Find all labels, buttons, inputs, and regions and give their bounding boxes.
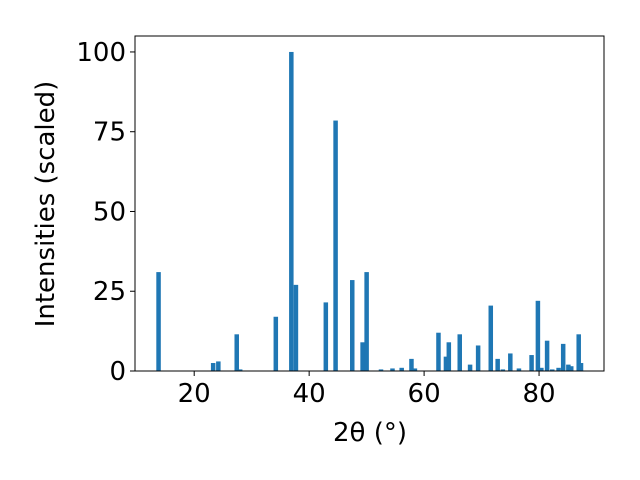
bar xyxy=(516,368,522,371)
bar xyxy=(500,369,506,371)
bar xyxy=(333,120,338,371)
bar xyxy=(535,300,541,371)
bar xyxy=(539,367,544,371)
bar xyxy=(273,316,279,371)
bar xyxy=(443,356,449,371)
bar xyxy=(409,358,414,371)
bar xyxy=(457,334,462,371)
bar xyxy=(529,355,534,371)
bars-group xyxy=(156,51,584,371)
bar xyxy=(412,368,418,371)
y-axis-label: Intensities (scaled) xyxy=(31,81,61,328)
x-axis: 20 40 60 80 xyxy=(178,371,556,409)
x-tick-label: 60 xyxy=(408,379,441,409)
bar xyxy=(436,332,441,371)
bar xyxy=(568,366,574,371)
plot-frame xyxy=(134,35,605,372)
bar xyxy=(323,302,329,371)
bar xyxy=(289,51,294,371)
bar xyxy=(237,369,243,371)
y-tick-label: 25 xyxy=(93,277,126,307)
x-tick-label: 40 xyxy=(293,379,326,409)
bar xyxy=(488,305,494,371)
bar xyxy=(556,367,561,371)
x-tick-label: 20 xyxy=(178,379,211,409)
bar xyxy=(360,342,365,371)
bar xyxy=(578,363,584,371)
x-axis-label: 2θ (°) xyxy=(333,418,407,448)
bar xyxy=(399,367,404,371)
y-tick-label: 75 xyxy=(93,118,126,148)
bar xyxy=(364,272,369,371)
x-tick-label: 80 xyxy=(523,379,556,409)
y-tick-label: 0 xyxy=(109,357,126,387)
bar xyxy=(508,353,513,371)
bar xyxy=(467,364,473,371)
bar xyxy=(390,368,395,371)
bar xyxy=(378,369,384,371)
bar xyxy=(560,343,566,371)
bar xyxy=(576,334,581,371)
bar xyxy=(566,364,571,371)
bar xyxy=(216,361,221,371)
y-tick-label: 100 xyxy=(76,38,126,68)
bar xyxy=(350,280,355,371)
y-axis: 0 25 50 75 100 xyxy=(76,38,135,387)
y-tick-label: 50 xyxy=(93,197,126,227)
bar xyxy=(495,358,500,371)
bar xyxy=(550,369,555,371)
bar xyxy=(293,284,299,371)
bar xyxy=(210,363,216,371)
bar xyxy=(475,345,481,371)
bar xyxy=(446,342,452,371)
bar xyxy=(544,340,550,371)
bar xyxy=(234,334,239,371)
bar xyxy=(156,272,161,371)
